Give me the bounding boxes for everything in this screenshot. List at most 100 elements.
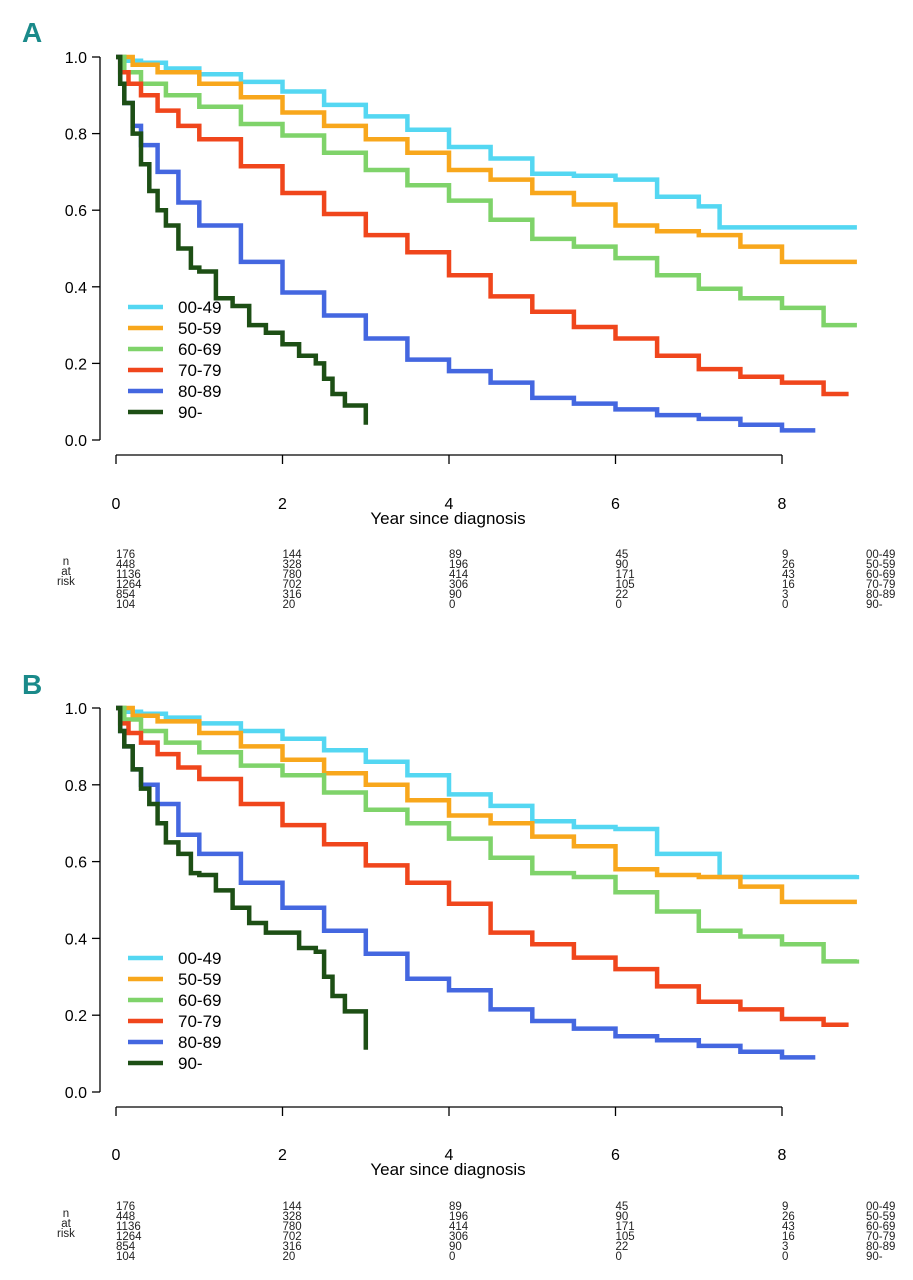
curve-70-79 [116, 54, 849, 397]
curve-50-59 [116, 54, 857, 265]
risk-count: 780 [283, 569, 302, 581]
risk-group-label: 00-49 [866, 1201, 895, 1213]
risk-table-label: risk [57, 576, 75, 588]
risk-count: 90 [616, 559, 629, 571]
risk-count: 414 [449, 1221, 469, 1233]
legend-label-60-69: 60-69 [178, 340, 221, 359]
risk-group-label: 80-89 [866, 1241, 895, 1253]
risk-group-label: 80-89 [866, 589, 895, 601]
panel-label: B [22, 669, 42, 700]
risk-count: 16 [782, 1231, 795, 1243]
risk-count: 3 [782, 1241, 788, 1253]
panel-b: B 0.0 0.2 0.4 0.6 0.8 1.0 0 2 4 6 8 Year since diagn… [22, 669, 895, 1263]
legend-label-50-59: 50-59 [178, 970, 221, 989]
legend-label-70-79: 70-79 [178, 1012, 221, 1031]
risk-count: 104 [116, 1251, 136, 1263]
risk-count: 1136 [116, 1221, 141, 1233]
x-tick-label: 6 [611, 496, 620, 513]
risk-group-label: 70-79 [866, 1231, 895, 1243]
legend-label-60-69: 60-69 [178, 991, 221, 1010]
risk-count: 43 [782, 569, 795, 581]
risk-count: 176 [116, 1201, 135, 1213]
risk-count: 316 [283, 589, 302, 601]
risk-count: 26 [782, 1211, 795, 1223]
risk-count: 702 [283, 1231, 302, 1243]
risk-count: 9 [782, 1201, 788, 1213]
risk-count: 1264 [116, 579, 142, 591]
risk-count: 144 [283, 1201, 303, 1213]
risk-count: 448 [116, 1211, 135, 1223]
risk-count: 0 [449, 599, 455, 611]
risk-count: 780 [283, 1221, 302, 1233]
curve-90- [116, 54, 369, 425]
y-tick-label: 0.8 [65, 778, 87, 795]
risk-table-label: n [63, 556, 69, 568]
risk-count: 0 [616, 599, 622, 611]
x-tick-label: 8 [778, 1147, 787, 1164]
risk-count: 1136 [116, 569, 141, 581]
legend-label-80-89: 80-89 [178, 1033, 221, 1052]
risk-count: 0 [449, 1251, 455, 1263]
risk-count: 306 [449, 579, 468, 591]
curve-70-79 [116, 705, 849, 1028]
x-tick-label: 6 [611, 1147, 620, 1164]
legend-label-00-49: 00-49 [178, 298, 221, 317]
risk-count: 0 [616, 1251, 622, 1263]
x-axis-label: Year since diagnosis [370, 1160, 525, 1179]
risk-group-label: 00-49 [866, 549, 895, 561]
risk-count: 45 [616, 1201, 629, 1213]
legend-label-70-79: 70-79 [178, 361, 221, 380]
risk-group-label: 90- [866, 599, 883, 611]
risk-group-label: 90- [866, 1251, 883, 1263]
x-tick-label: 0 [112, 1147, 121, 1164]
risk-count: 22 [616, 1241, 629, 1253]
risk-count: 90 [449, 589, 462, 601]
legend-label-00-49: 00-49 [178, 949, 221, 968]
curve-80-89 [116, 54, 816, 433]
y-tick-label: 0.8 [65, 127, 87, 144]
risk-count: 89 [449, 1201, 462, 1213]
legend-label-50-59: 50-59 [178, 319, 221, 338]
curve-90- [116, 705, 369, 1050]
risk-count: 22 [616, 589, 629, 601]
y-tick-label: 1.0 [65, 50, 87, 67]
risk-table-label: at [61, 566, 71, 578]
legend-label-80-89: 80-89 [178, 382, 221, 401]
x-tick-label: 2 [278, 1147, 287, 1164]
risk-count: 176 [116, 549, 135, 561]
risk-count: 90 [449, 1241, 462, 1253]
risk-count: 3 [782, 589, 788, 601]
legend-label-90-: 90- [178, 403, 203, 422]
risk-count: 144 [283, 549, 303, 561]
y-tick-label: 0.4 [65, 931, 87, 948]
risk-group-label: 50-59 [866, 559, 895, 571]
risk-count: 328 [283, 559, 302, 571]
legend-label-90-: 90- [178, 1054, 203, 1073]
risk-count: 104 [116, 599, 136, 611]
risk-count: 0 [782, 599, 788, 611]
x-tick-label: 8 [778, 496, 787, 513]
risk-group-label: 60-69 [866, 1221, 895, 1233]
curve-60-69 [116, 54, 857, 328]
panel-label: A [22, 17, 42, 48]
risk-count: 43 [782, 1221, 795, 1233]
risk-count: 9 [782, 549, 788, 561]
risk-count: 20 [283, 1251, 296, 1263]
x-tick-label: 0 [112, 496, 121, 513]
risk-group-label: 50-59 [866, 1211, 895, 1223]
risk-count: 414 [449, 569, 469, 581]
risk-table-label: n [63, 1208, 69, 1220]
risk-count: 90 [616, 1211, 629, 1223]
risk-count: 105 [616, 1231, 635, 1243]
risk-count: 26 [782, 559, 795, 571]
y-tick-label: 0.2 [65, 356, 87, 373]
risk-group-label: 70-79 [866, 579, 895, 591]
risk-count: 196 [449, 1211, 468, 1223]
curve-50-59 [116, 705, 857, 905]
risk-count: 89 [449, 549, 462, 561]
risk-count: 171 [616, 1221, 635, 1233]
risk-count: 16 [782, 579, 795, 591]
y-tick-label: 1.0 [65, 701, 87, 718]
risk-count: 448 [116, 559, 135, 571]
curve-60-69 [116, 705, 860, 964]
